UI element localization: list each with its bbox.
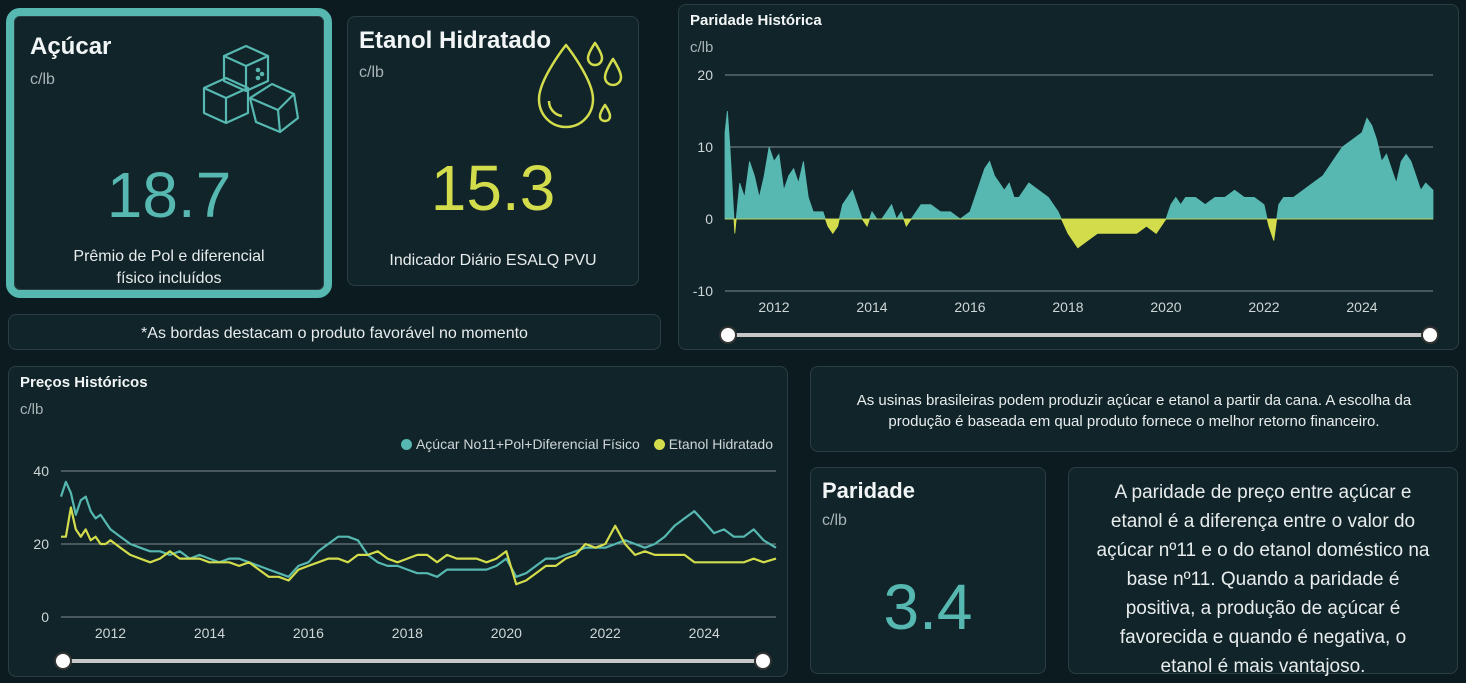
legend-item-acucar[interactable]: Açúcar No11+Pol+Diferencial Físico [400, 436, 640, 452]
precos-xtick-label: 2024 [689, 625, 720, 641]
border-note-card: *As bordas destacam o produto favorável … [8, 314, 661, 350]
precos-ytick-label: 0 [41, 609, 49, 625]
paridade-unit: c/lb [822, 512, 847, 529]
paridade-text-line: açúcar nº11 e o do etanol doméstico na [1096, 540, 1430, 561]
intro-note-line2: produção é baseada em qual produto forne… [888, 413, 1380, 430]
paridade-text-line: A paridade de preço entre açúcar e [1114, 482, 1412, 503]
paridade-text-line: favorecida e quando é negativa, o [1119, 627, 1407, 648]
precos-ytick-label: 40 [33, 463, 49, 479]
acucar-unit: c/lb [30, 71, 55, 88]
paridade-ytick-label: -10 [693, 283, 713, 299]
precos-ytick-label: 20 [33, 536, 49, 552]
precos-xtick-label: 2020 [491, 625, 522, 641]
paridade-ytick-label: 10 [697, 139, 713, 155]
paridade-area-positive [724, 110, 1434, 220]
precos-date-slider[interactable] [54, 652, 772, 670]
paridade-historica-title: Paridade Histórica [690, 12, 822, 29]
precos-slider-end-handle[interactable] [754, 652, 772, 670]
etanol-unit: c/lb [359, 64, 384, 81]
paridade-text-line: etanol é mais vantajoso. [1160, 656, 1366, 677]
precos-historicos-title: Preços Históricos [20, 374, 148, 391]
precos-slider-start-handle[interactable] [54, 652, 72, 670]
sugar-cubes-icon [202, 44, 300, 134]
intro-note-line1: As usinas brasileiras podem produzir açú… [856, 392, 1412, 409]
precos-xtick-label: 2012 [95, 625, 126, 641]
etanol-card: Etanol Hidratado c/lb 15.3 Indicador Diá… [347, 16, 639, 286]
paridade-text-line: base nº11. Quando a paridade é [1126, 569, 1400, 590]
precos-xtick-label: 2016 [293, 625, 324, 641]
paridade-historica-card: Paridade Histórica c/lb -10 0 10 20 2012 2014… [678, 4, 1459, 350]
drops-icon [537, 41, 623, 129]
paridade-xtick-label: 2012 [758, 299, 789, 315]
acucar-caption-line1: Prêmio de Pol e diferencial [73, 248, 265, 265]
legend-dot-acucar [400, 439, 412, 450]
etanol-title: Etanol Hidratado [359, 27, 552, 54]
precos-xtick-label: 2018 [392, 625, 423, 641]
precos-xtick-label: 2022 [590, 625, 621, 641]
paridade-ytick-label: 20 [697, 67, 713, 83]
paridade-value: 3.4 [883, 571, 973, 643]
paridade-area-negative [725, 218, 1433, 249]
paridade-xtick-label: 2020 [1150, 299, 1181, 315]
paridade-title: Paridade [822, 478, 915, 503]
legend-label-etanol: Etanol Hidratado [668, 436, 773, 452]
legend-dot-etanol [653, 439, 665, 450]
etanol-caption: Indicador Diário ESALQ PVU [389, 252, 597, 269]
paridade-text-line: positiva, a produção de açúcar é [1125, 598, 1401, 619]
paridade-slider-end-handle[interactable] [1421, 326, 1439, 344]
paridade-text-line: etanol é a diferença entre o valor do [1110, 511, 1416, 532]
precos-series-line-0 [59, 480, 777, 578]
legend-label-acucar: Açúcar No11+Pol+Diferencial Físico [415, 436, 640, 452]
precos-historicos-card: Preços Históricos c/lb Açúcar No11+Pol+D… [8, 366, 788, 677]
paridade-historica-chart: -10 0 10 20 2012 2014 2016 2018 2020 2022 2024 [693, 67, 1434, 315]
acucar-value: 18.7 [106, 159, 232, 231]
paridade-date-slider[interactable] [719, 326, 1439, 344]
paridade-xtick-label: 2018 [1052, 299, 1083, 315]
intro-note-card: As usinas brasileiras podem produzir açú… [810, 366, 1458, 452]
etanol-value: 15.3 [430, 152, 556, 224]
paridade-slider-start-handle[interactable] [719, 326, 737, 344]
precos-xtick-label: 2014 [194, 625, 225, 641]
precos-historicos-chart: 0 20 40 2012 2014 2016 2018 2020 2022 2024 [33, 463, 777, 641]
paridade-xtick-label: 2014 [856, 299, 887, 315]
paridade-xtick-label: 2022 [1248, 299, 1279, 315]
precos-legend: Açúcar No11+Pol+Diferencial Físico Etano… [391, 436, 773, 452]
paridade-xtick-label: 2016 [954, 299, 985, 315]
paridade-historica-ylabel: c/lb [690, 39, 714, 56]
acucar-title: Açúcar [30, 33, 112, 60]
precos-historicos-ylabel: c/lb [20, 401, 44, 418]
border-note: *As bordas destacam o produto favorável … [141, 325, 528, 342]
legend-item-etanol[interactable]: Etanol Hidratado [653, 436, 773, 452]
paridade-card: Paridade c/lb 3.4 [810, 467, 1046, 674]
paridade-xtick-label: 2024 [1346, 299, 1377, 315]
acucar-card: Açúcar c/lb 18.7 Prêmio de Pol e diferen… [6, 8, 332, 298]
acucar-caption-line2: físico incluídos [116, 270, 222, 287]
precos-series-line-1 [61, 506, 777, 586]
paridade-ytick-label: 0 [705, 211, 713, 227]
paridade-explanation-card: A paridade de preço entre açúcar e etanol… [1068, 467, 1458, 677]
